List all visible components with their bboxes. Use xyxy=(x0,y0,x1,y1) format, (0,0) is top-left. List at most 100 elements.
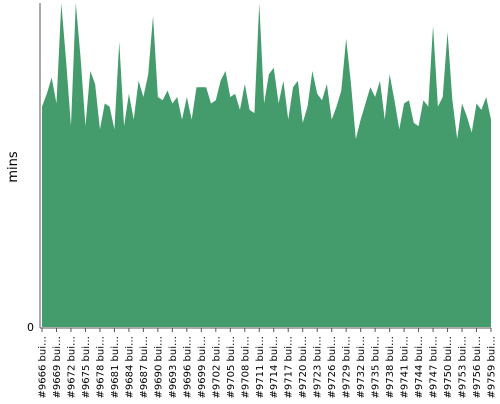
data-point xyxy=(210,102,212,104)
data-point xyxy=(321,99,323,101)
data-point xyxy=(278,102,280,104)
data-point xyxy=(195,86,197,88)
x-tick-layer: #9666 bui… #9669 bui… #9672 bui… #9675 bui…… xyxy=(38,328,498,398)
data-point xyxy=(442,96,444,98)
data-point xyxy=(46,93,48,95)
data-point xyxy=(41,106,43,108)
data-point xyxy=(331,119,333,121)
data-point xyxy=(480,109,482,111)
data-point xyxy=(205,86,207,88)
x-tick-label: #9696 bui… xyxy=(182,336,193,398)
data-point xyxy=(239,109,241,111)
data-point xyxy=(336,106,338,108)
data-point xyxy=(51,77,53,79)
x-tick-label: #9729 bui… xyxy=(342,336,353,398)
data-point xyxy=(215,99,217,101)
data-point xyxy=(60,2,62,4)
x-tick-label: #9687 bui… xyxy=(139,336,150,398)
data-point xyxy=(70,125,72,127)
x-tick-label: #9741 bui… xyxy=(400,336,411,398)
x-tick-label: #9675 bui… xyxy=(81,336,92,398)
x-tick-label: #9720 bui… xyxy=(298,336,309,398)
data-point xyxy=(75,2,77,4)
data-point xyxy=(292,86,294,88)
data-point xyxy=(360,119,362,121)
data-point xyxy=(302,122,304,124)
data-point xyxy=(432,25,434,27)
data-point xyxy=(244,83,246,85)
x-tick-label: #9714 bui… xyxy=(269,336,280,398)
data-point xyxy=(273,67,275,69)
data-point xyxy=(167,89,169,91)
x-tick-label: #9726 bui… xyxy=(327,336,338,398)
x-tick-label: #9738 bui… xyxy=(385,336,396,398)
data-point xyxy=(253,112,255,114)
x-tick-label: #9732 bui… xyxy=(356,336,367,398)
data-point xyxy=(65,60,67,62)
x-tick-label: #9744 bui… xyxy=(414,336,425,398)
data-point xyxy=(263,102,265,104)
x-tick-label: #9759 bui… xyxy=(487,336,498,398)
data-point xyxy=(485,96,487,98)
data-point xyxy=(176,96,178,98)
x-tick-label: #9672 bui… xyxy=(66,336,77,398)
data-point xyxy=(471,132,473,134)
data-point xyxy=(422,99,424,101)
data-point xyxy=(311,70,313,72)
data-point xyxy=(200,86,202,88)
data-point xyxy=(147,73,149,75)
x-tick-label: #9708 bui… xyxy=(240,336,251,398)
data-point xyxy=(229,96,231,98)
data-point xyxy=(249,109,251,111)
data-point xyxy=(408,99,410,101)
data-point xyxy=(384,119,386,121)
x-tick-label: #9750 bui… xyxy=(443,336,454,398)
data-point xyxy=(89,70,91,72)
data-point xyxy=(447,31,449,33)
data-point xyxy=(157,96,159,98)
data-point xyxy=(234,93,236,95)
x-tick-label: #9681 bui… xyxy=(110,336,121,398)
data-point xyxy=(340,89,342,91)
x-tick-label: #9669 bui… xyxy=(52,336,63,398)
data-point xyxy=(268,73,270,75)
data-point xyxy=(162,99,164,101)
data-point xyxy=(94,83,96,85)
data-point xyxy=(258,2,260,4)
data-point xyxy=(345,38,347,40)
x-tick-label: #9678 bui… xyxy=(95,336,106,398)
x-tick-label: #9693 bui… xyxy=(168,336,179,398)
x-tick-label: #9684 bui… xyxy=(124,336,135,398)
area-layer xyxy=(41,2,492,327)
x-tick-label: #9747 bui… xyxy=(429,336,440,398)
x-tick-label: #9711 bui… xyxy=(255,336,266,398)
data-point xyxy=(123,125,125,127)
data-point xyxy=(138,80,140,82)
data-point xyxy=(490,119,492,121)
data-point xyxy=(113,128,115,130)
data-point xyxy=(316,93,318,95)
data-point xyxy=(99,128,101,130)
data-point xyxy=(282,80,284,82)
data-point xyxy=(418,125,420,127)
data-point xyxy=(307,106,309,108)
data-point xyxy=(451,99,453,101)
data-point xyxy=(109,106,111,108)
data-point xyxy=(55,102,57,104)
data-point xyxy=(437,106,439,108)
data-point xyxy=(461,102,463,104)
data-point xyxy=(355,138,357,140)
data-point xyxy=(326,83,328,85)
data-point xyxy=(369,86,371,88)
x-tick-label: #9753 bui… xyxy=(458,336,469,398)
x-tick-label: #9702 bui… xyxy=(211,336,222,398)
data-point xyxy=(128,93,130,95)
data-point xyxy=(80,57,82,59)
x-tick-label: #9735 bui… xyxy=(371,336,382,398)
data-point xyxy=(364,102,366,104)
data-point xyxy=(152,15,154,17)
data-point xyxy=(104,102,106,104)
axis-layer xyxy=(39,3,491,329)
data-point xyxy=(389,73,391,75)
